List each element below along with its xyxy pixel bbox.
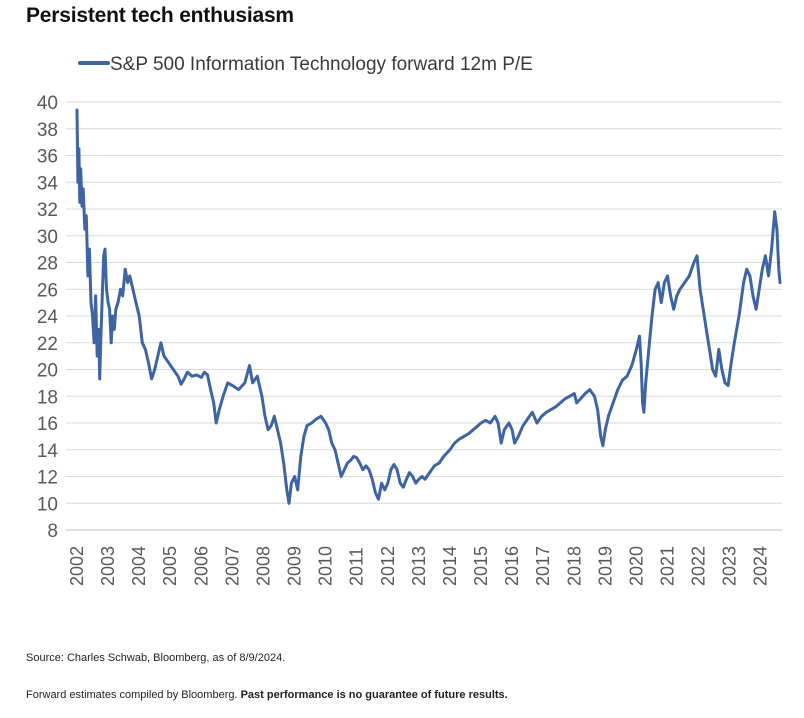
y-tick-label: 40: [37, 93, 58, 114]
y-tick-label: 14: [37, 441, 59, 462]
y-tick-label: 32: [37, 200, 58, 221]
x-tick-label: 2016: [502, 546, 522, 586]
y-tick-label: 10: [37, 494, 58, 515]
x-tick-label: 2020: [626, 546, 646, 586]
x-tick-label: 2005: [160, 546, 180, 586]
legend-label: S&P 500 Information Technology forward 1…: [110, 54, 533, 75]
x-tick-label: 2019: [595, 546, 615, 586]
y-tick-label: 16: [37, 414, 58, 435]
x-tick-label: 2021: [657, 546, 677, 586]
footnote: Forward estimates compiled by Bloomberg.…: [26, 689, 508, 701]
x-tick-label: 2007: [222, 546, 242, 586]
x-tick-label: 2006: [191, 546, 211, 586]
y-tick-label: 20: [37, 361, 58, 382]
y-tick-label: 12: [37, 468, 58, 489]
y-tick-label: 28: [37, 254, 58, 275]
legend: S&P 500 Information Technology forward 1…: [78, 54, 533, 75]
page-title: Persistent tech enthusiasm: [26, 4, 294, 27]
x-axis-ticks: 2002 2003 2004 2005 2006 2007 2008 2009 2010 2011…: [67, 546, 771, 586]
source-note: Source: Charles Schwab, Bloomberg, as of…: [26, 652, 286, 664]
x-tick-label: 2017: [533, 546, 553, 586]
series-group: [75, 108, 782, 505]
footnote-disclaimer: Past performance is no guarantee of futu…: [240, 689, 508, 701]
x-tick-label: 2010: [316, 546, 336, 586]
x-tick-label: 2008: [253, 546, 273, 586]
y-tick-label: 18: [37, 387, 58, 408]
y-tick-label: 34: [37, 173, 59, 194]
x-tick-label: 2009: [285, 546, 305, 586]
x-tick-label: 2011: [347, 547, 367, 586]
x-tick-label: 2002: [67, 546, 87, 586]
y-tick-label: 24: [37, 307, 59, 328]
x-tick-label: 2018: [564, 546, 584, 586]
y-tick-label: 38: [37, 120, 58, 141]
series-line-0: [75, 108, 782, 505]
y-tick-label: 8: [47, 521, 58, 542]
x-tick-label: 2015: [471, 546, 491, 586]
x-tick-label: 2023: [720, 546, 740, 586]
grid-lines: [66, 101, 782, 531]
y-tick-label: 26: [37, 280, 58, 301]
x-tick-label: 2024: [751, 546, 771, 586]
x-tick-label: 2003: [98, 546, 118, 586]
x-tick-label: 2013: [409, 546, 429, 586]
y-tick-label: 30: [37, 227, 58, 248]
x-tick-label: 2004: [129, 546, 149, 586]
y-axis-ticks: 8 10 12 14 16 18 20 22 24 26 28 30 32 34 36 38 40: [37, 93, 59, 542]
x-tick-label: 2012: [378, 546, 398, 586]
x-tick-label: 2022: [689, 546, 709, 586]
y-tick-label: 22: [37, 334, 58, 355]
x-tick-label: 2014: [440, 546, 460, 586]
footnote-plain: Forward estimates compiled by Bloomberg.: [26, 689, 241, 701]
y-tick-label: 36: [37, 147, 58, 168]
